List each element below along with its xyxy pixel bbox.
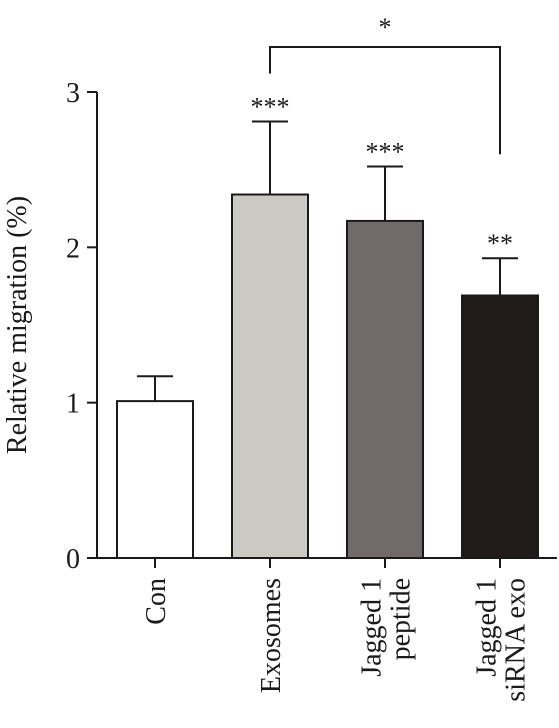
y-tick-label: 3: [66, 78, 80, 109]
y-tick-label: 0: [66, 544, 80, 575]
significance-label: ***: [251, 93, 290, 122]
comparison-label: *: [379, 13, 392, 42]
bar: [116, 400, 194, 560]
y-axis-label: Relative migration (%): [2, 196, 33, 454]
y-tick-label: 2: [66, 233, 80, 264]
bar: [231, 193, 309, 560]
x-tick-label: Jagged 1: [357, 578, 388, 677]
x-tick-label: Con: [141, 578, 172, 625]
x-tick-label: Exosomes: [256, 578, 287, 693]
bar: [461, 294, 539, 559]
comparison-bracket: [269, 46, 501, 155]
significance-label: **: [487, 229, 513, 258]
bar: [346, 219, 424, 559]
x-tick-label: peptide: [386, 578, 417, 660]
significance-label: ***: [366, 138, 405, 167]
y-tick-label: 1: [66, 389, 80, 420]
x-tick-label: siRNA exo: [501, 578, 532, 702]
x-tick-label: Jagged 1: [472, 578, 503, 677]
